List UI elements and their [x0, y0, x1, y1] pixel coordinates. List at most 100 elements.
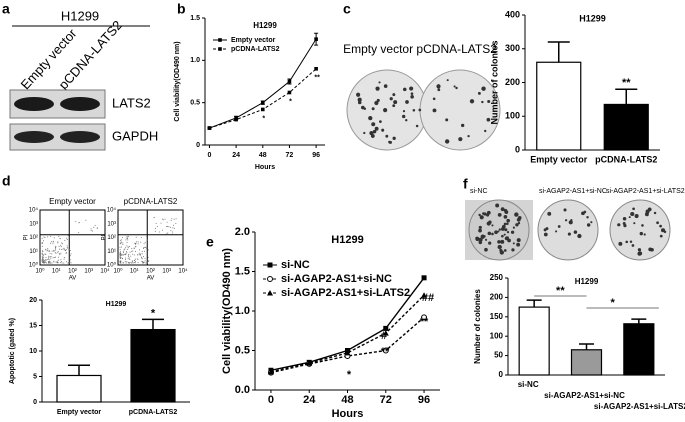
- y-tick-label: 0: [33, 399, 37, 406]
- colony: [402, 110, 406, 113]
- colony: [495, 203, 500, 208]
- event: [146, 246, 148, 248]
- event: [125, 262, 127, 264]
- event: [59, 262, 61, 264]
- colony: [503, 222, 507, 226]
- colony: [656, 221, 659, 225]
- event: [146, 247, 148, 249]
- marker: [421, 292, 428, 298]
- event: [144, 241, 146, 243]
- y-tick-label: 0: [515, 144, 520, 154]
- colony: [629, 240, 633, 243]
- event: [122, 251, 124, 253]
- event: [164, 218, 166, 220]
- event: [137, 241, 139, 243]
- legend-marker: [218, 47, 222, 51]
- legend-marker: [267, 290, 273, 296]
- bar: [570, 349, 603, 376]
- colony: [357, 97, 362, 102]
- event: [168, 226, 170, 228]
- bar: [536, 61, 582, 151]
- event: [167, 225, 169, 227]
- colony: [483, 235, 486, 238]
- colony: [568, 220, 573, 225]
- colony: [641, 224, 644, 227]
- event: [50, 241, 52, 243]
- event: [148, 260, 150, 262]
- event: [120, 243, 122, 245]
- colony: [650, 247, 654, 252]
- colony: [486, 210, 491, 215]
- event: [53, 261, 55, 263]
- band-label: GAPDH: [112, 128, 158, 143]
- panel-letter: d: [2, 173, 11, 189]
- colony: [517, 221, 521, 225]
- colony: [498, 228, 501, 231]
- event: [45, 253, 47, 255]
- event: [68, 262, 70, 264]
- colony: [409, 86, 414, 91]
- colony: [637, 248, 642, 252]
- event: [145, 262, 147, 264]
- event: [43, 258, 45, 260]
- event: [135, 236, 137, 238]
- event: [97, 227, 99, 229]
- event: [48, 262, 50, 264]
- event: [60, 252, 62, 254]
- panel-letter: f: [463, 176, 468, 192]
- event: [50, 256, 52, 258]
- error-bar: [142, 318, 164, 330]
- x-tick-label: 0: [207, 152, 211, 159]
- colony: [586, 215, 589, 219]
- colony: [488, 220, 492, 224]
- event: [129, 245, 131, 247]
- flow-tick: 10¹: [107, 249, 116, 255]
- colony: [628, 216, 631, 219]
- event: [135, 246, 137, 248]
- event: [69, 249, 71, 251]
- band: [60, 131, 100, 143]
- event: [47, 249, 49, 251]
- event: [126, 248, 128, 250]
- event: [119, 251, 121, 253]
- event: [120, 241, 122, 243]
- event: [65, 249, 67, 251]
- event: [143, 243, 145, 245]
- annotation: **: [420, 316, 429, 328]
- colony: [376, 98, 380, 102]
- event: [119, 239, 121, 241]
- annotation: *: [347, 369, 352, 381]
- colony: [497, 212, 502, 217]
- event: [127, 239, 129, 241]
- colony: [637, 251, 642, 256]
- flow-tick: 10¹: [29, 249, 38, 255]
- event: [119, 254, 121, 256]
- bar: [56, 374, 102, 403]
- chart-title: H1299: [575, 277, 599, 286]
- band: [60, 97, 100, 111]
- event: [127, 258, 129, 260]
- flow-tick: 10⁴: [29, 207, 39, 214]
- event: [172, 231, 174, 233]
- event: [41, 253, 43, 255]
- band: [14, 97, 54, 111]
- colony: [478, 240, 483, 245]
- event: [121, 253, 123, 255]
- colony: [512, 226, 515, 229]
- marker: [383, 325, 389, 331]
- colony: [481, 100, 484, 104]
- colony: [369, 131, 374, 136]
- event: [132, 253, 134, 255]
- x-tick-label: si-AGAP2-AS1+si-LATS2: [594, 402, 685, 411]
- colony: [632, 207, 635, 211]
- x-tick-label: 48: [259, 152, 267, 159]
- x-tick-label: 24: [232, 152, 240, 159]
- event: [49, 261, 51, 263]
- colony: [543, 232, 548, 237]
- y-tick-label: 2.0: [235, 226, 250, 238]
- flow-tick: 10³: [29, 221, 38, 227]
- event: [63, 248, 65, 250]
- event: [122, 242, 124, 244]
- event: [127, 254, 129, 256]
- event: [119, 258, 121, 260]
